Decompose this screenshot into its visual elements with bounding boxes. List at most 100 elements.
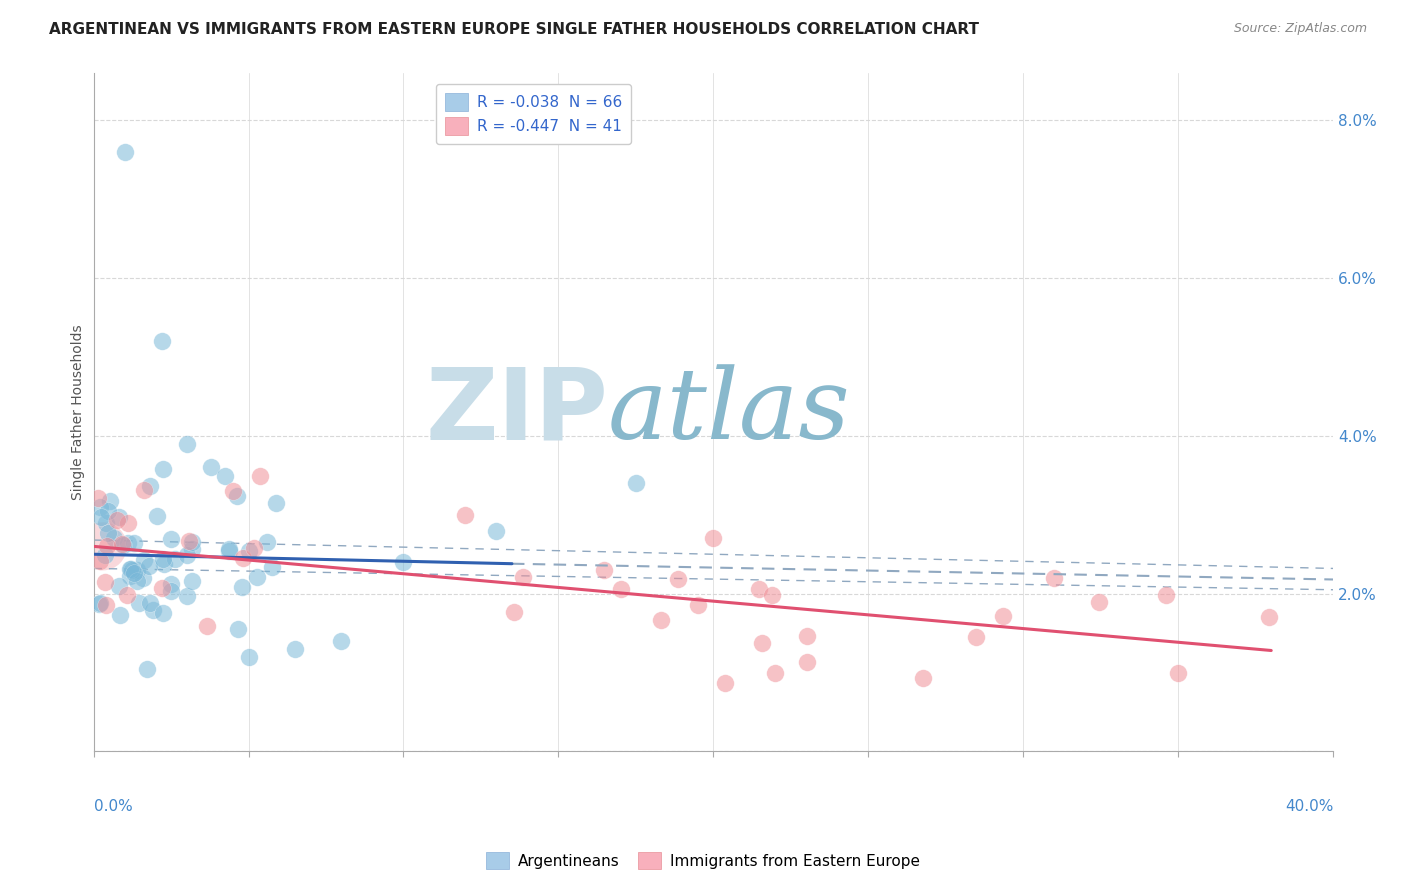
Point: [666, 572, 689, 586]
Point: [176, 549, 198, 563]
Point: [120, 569, 142, 583]
Text: ZIP: ZIP: [425, 364, 607, 461]
Point: [245, 570, 267, 584]
Point: [650, 613, 672, 627]
Point: [91, 540, 114, 554]
Point: [232, 551, 254, 566]
Point: [624, 476, 647, 491]
Y-axis label: Single Father Households: Single Father Households: [72, 325, 86, 500]
Point: [97, 504, 120, 518]
Point: [138, 559, 160, 574]
Point: [195, 619, 218, 633]
Point: [150, 582, 173, 596]
Point: [97, 526, 120, 541]
Point: [134, 483, 156, 497]
Point: [122, 536, 145, 550]
Text: 0.0%: 0.0%: [94, 799, 132, 814]
Text: Source: ZipAtlas.com: Source: ZipAtlas.com: [1233, 22, 1367, 36]
Point: [108, 579, 131, 593]
Point: [128, 596, 150, 610]
Point: [912, 671, 935, 685]
Point: [200, 460, 222, 475]
Point: [163, 552, 186, 566]
Point: [115, 588, 138, 602]
Point: [89, 554, 111, 568]
Point: [218, 542, 240, 557]
Point: [512, 570, 534, 584]
Point: [132, 553, 155, 567]
Point: [243, 541, 266, 556]
Legend: Argentineans, Immigrants from Eastern Europe: Argentineans, Immigrants from Eastern Eu…: [479, 846, 927, 875]
Point: [96, 539, 118, 553]
Point: [122, 566, 145, 581]
Point: [226, 489, 249, 503]
Point: [180, 574, 202, 588]
Point: [1167, 665, 1189, 680]
Point: [177, 533, 200, 548]
Point: [94, 548, 117, 562]
Point: [136, 662, 159, 676]
Point: [146, 509, 169, 524]
Point: [214, 469, 236, 483]
Point: [249, 469, 271, 483]
Point: [260, 560, 283, 574]
Text: ARGENTINEAN VS IMMIGRANTS FROM EASTERN EUROPE SINGLE FATHER HOUSEHOLDS CORRELATI: ARGENTINEAN VS IMMIGRANTS FROM EASTERN E…: [49, 22, 979, 37]
Point: [94, 516, 117, 530]
Point: [702, 532, 724, 546]
Point: [152, 551, 174, 566]
Point: [1088, 595, 1111, 609]
Point: [176, 590, 198, 604]
Point: [120, 562, 142, 576]
Point: [98, 494, 121, 508]
Point: [139, 597, 162, 611]
Point: [152, 606, 174, 620]
Point: [796, 630, 818, 644]
Point: [226, 622, 249, 636]
Point: [89, 596, 111, 610]
Point: [127, 574, 149, 588]
Legend: R = -0.038  N = 66, R = -0.447  N = 41: R = -0.038 N = 66, R = -0.447 N = 41: [436, 84, 631, 144]
Point: [108, 607, 131, 622]
Point: [94, 575, 117, 590]
Point: [1043, 571, 1066, 585]
Point: [87, 491, 110, 506]
Point: [485, 524, 508, 538]
Point: [87, 597, 110, 611]
Point: [610, 582, 633, 596]
Point: [110, 537, 132, 551]
Point: [105, 513, 128, 527]
Point: [180, 535, 202, 549]
Point: [132, 571, 155, 585]
Point: [763, 665, 786, 680]
Point: [111, 538, 134, 552]
Point: [142, 603, 165, 617]
Point: [796, 655, 818, 669]
Point: [238, 649, 260, 664]
Point: [120, 562, 142, 576]
Point: [94, 598, 117, 612]
Point: [159, 583, 181, 598]
Text: atlas: atlas: [607, 365, 851, 460]
Point: [713, 676, 735, 690]
Point: [117, 516, 139, 531]
Point: [125, 563, 148, 577]
Point: [103, 531, 125, 545]
Point: [90, 509, 112, 524]
Point: [181, 541, 204, 556]
Point: [231, 580, 253, 594]
Point: [751, 636, 773, 650]
Point: [222, 484, 245, 499]
Point: [761, 588, 783, 602]
Text: 40.0%: 40.0%: [1285, 799, 1333, 814]
Point: [89, 500, 111, 515]
Point: [153, 557, 176, 571]
Point: [592, 563, 614, 577]
Point: [392, 555, 415, 569]
Point: [139, 479, 162, 493]
Point: [152, 462, 174, 476]
Point: [503, 605, 526, 619]
Point: [266, 495, 288, 509]
Point: [1154, 588, 1177, 602]
Point: [330, 634, 353, 648]
Point: [218, 544, 240, 558]
